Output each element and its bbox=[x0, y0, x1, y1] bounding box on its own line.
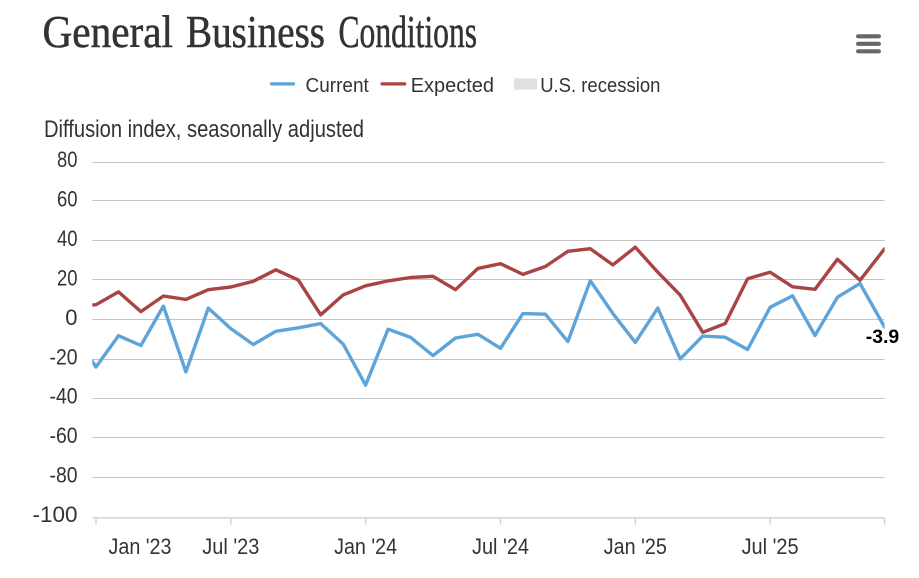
svg-text:60: 60 bbox=[57, 187, 78, 212]
svg-text:20: 20 bbox=[57, 266, 78, 291]
svg-text:80: 80 bbox=[57, 147, 78, 172]
svg-text:Jul '25: Jul '25 bbox=[742, 534, 799, 559]
svg-text:Jul '23: Jul '23 bbox=[202, 534, 259, 559]
svg-text:Expected: Expected bbox=[411, 74, 494, 97]
svg-text:Business: Business bbox=[186, 6, 325, 57]
svg-text:General: General bbox=[43, 6, 174, 57]
svg-text:Jan '23: Jan '23 bbox=[109, 534, 172, 559]
svg-text:0: 0 bbox=[65, 305, 77, 330]
svg-text:-60: -60 bbox=[50, 423, 78, 448]
svg-text:-40: -40 bbox=[50, 384, 78, 409]
svg-text:Jan '25: Jan '25 bbox=[604, 534, 667, 559]
svg-text:-80: -80 bbox=[50, 463, 78, 488]
svg-text:Current: Current bbox=[306, 74, 370, 97]
svg-text:Diffusion index, seasonally ad: Diffusion index, seasonally adjusted bbox=[44, 116, 364, 143]
svg-text:Jul '24: Jul '24 bbox=[472, 534, 529, 559]
svg-text:-3.9: -3.9 bbox=[866, 326, 900, 348]
svg-text:U.S. recession: U.S. recession bbox=[540, 74, 660, 97]
svg-text:Conditions: Conditions bbox=[339, 6, 478, 57]
svg-text:Jan '24: Jan '24 bbox=[334, 534, 397, 559]
svg-text:-20: -20 bbox=[50, 344, 78, 369]
svg-text:-100: -100 bbox=[33, 502, 78, 527]
svg-text:40: 40 bbox=[57, 226, 78, 251]
